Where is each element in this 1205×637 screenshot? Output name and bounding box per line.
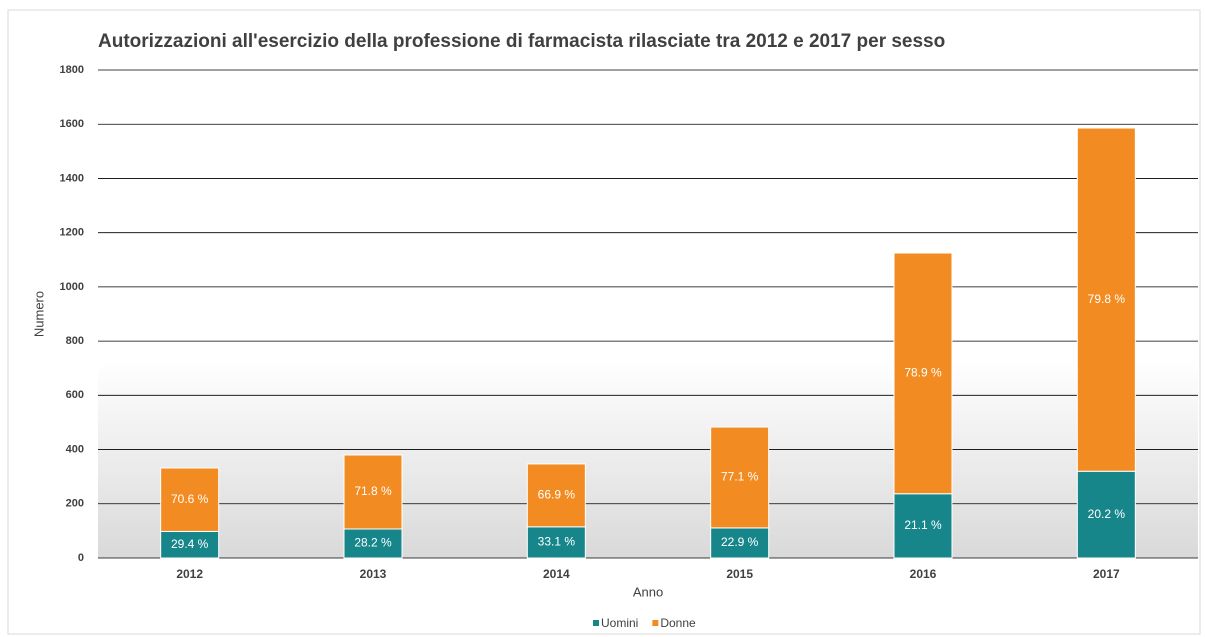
x-tick-label: 2013 <box>360 567 387 581</box>
data-label: 71.8 % <box>354 484 392 498</box>
bar-segment <box>1076 470 1136 559</box>
y-tick-label: 1800 <box>60 64 84 76</box>
y-tick-label: 1400 <box>60 172 84 184</box>
y-tick-label: 1000 <box>60 281 84 293</box>
data-label: 78.9 % <box>904 366 942 380</box>
y-tick-label: 400 <box>66 443 84 455</box>
data-label: 77.1 % <box>721 470 759 484</box>
plot-background <box>98 360 1198 558</box>
data-label: 20.2 % <box>1088 507 1126 521</box>
x-axis-label: Anno <box>633 584 663 599</box>
legend-label: Donne <box>660 616 696 630</box>
bar-segment <box>1076 127 1136 472</box>
chart-title: Autorizzazioni all'esercizio della profe… <box>98 31 945 52</box>
legend-swatch <box>593 620 599 626</box>
x-tick-label: 2012 <box>176 567 203 581</box>
bar-segment <box>160 467 220 532</box>
data-label: 79.8 % <box>1088 292 1126 306</box>
y-tick-label: 0 <box>78 552 84 564</box>
y-tick-label: 600 <box>66 389 84 401</box>
bar-segment <box>343 528 403 559</box>
bar-segment <box>893 493 953 559</box>
data-label: 66.9 % <box>538 488 576 502</box>
bar-segment <box>710 426 770 529</box>
data-label: 22.9 % <box>721 535 759 549</box>
y-axis-label: Numero <box>31 291 46 337</box>
bar-segment <box>893 252 953 495</box>
bar-segment <box>343 454 403 530</box>
data-label: 33.1 % <box>538 535 576 549</box>
data-label: 29.4 % <box>171 537 209 551</box>
x-tick-label: 2016 <box>910 567 937 581</box>
data-label: 21.1 % <box>904 518 942 532</box>
y-tick-label: 200 <box>66 498 84 510</box>
legend-swatch <box>652 620 659 626</box>
y-tick-label: 1600 <box>60 118 84 130</box>
x-tick-label: 2015 <box>726 567 753 581</box>
bar-segment <box>710 527 770 559</box>
data-label: 70.6 % <box>171 492 209 506</box>
legend-label: Uomini <box>601 616 638 630</box>
x-tick-label: 2017 <box>1093 567 1120 581</box>
y-tick-label: 1200 <box>60 227 84 239</box>
x-tick-label: 2014 <box>543 567 570 581</box>
bar-segment <box>526 463 586 528</box>
y-tick-label: 800 <box>66 335 84 347</box>
data-label: 28.2 % <box>354 536 392 550</box>
bar-segment <box>526 526 586 559</box>
